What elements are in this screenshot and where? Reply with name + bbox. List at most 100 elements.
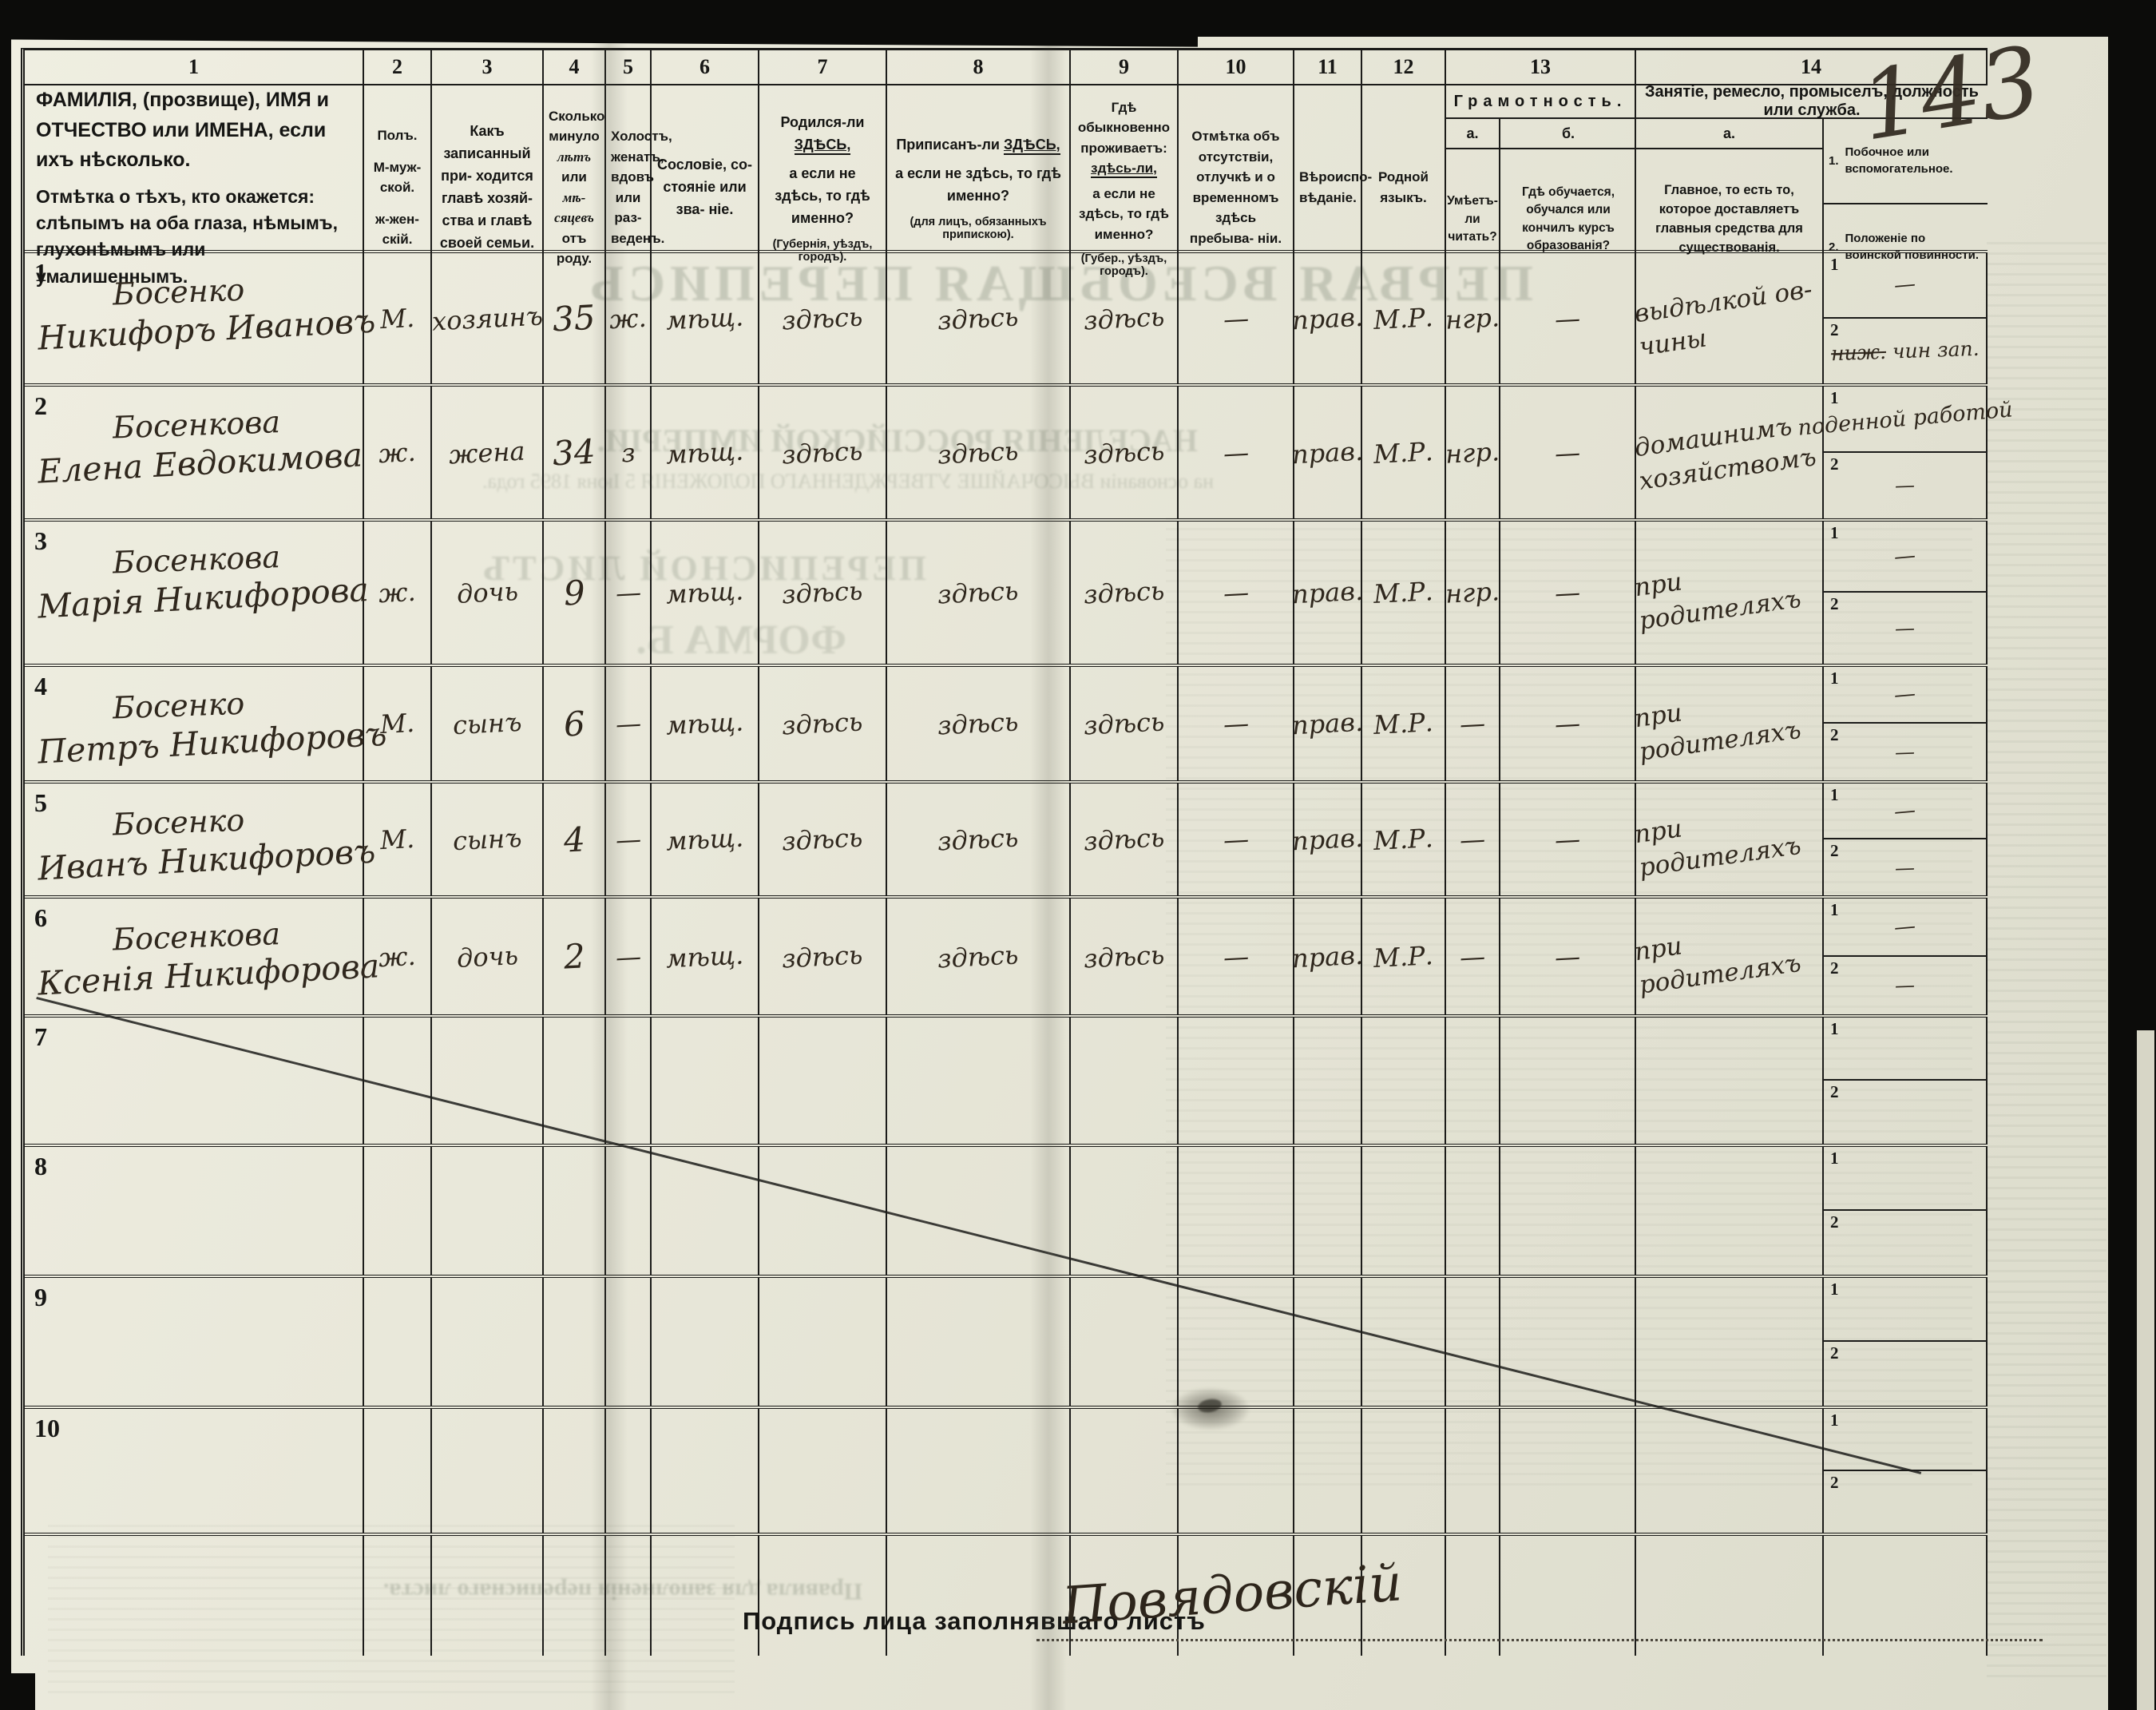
occupation-cell: домашнимъ хозяйствомъ	[1633, 387, 1824, 518]
side-occupation-subcell: 1 —	[1824, 784, 1986, 839]
residence-cell	[1071, 1018, 1179, 1144]
estate-cell: мѣщ.	[652, 387, 759, 518]
table-row: 5 Босенко Иванъ Никифоровъ М. сынъ 4 — м…	[25, 784, 1988, 899]
subrow-2-label: 2	[1830, 1082, 1839, 1101]
table-row: 10 1 2	[25, 1409, 1988, 1536]
side-occupation-subcell: 1	[1824, 1409, 1986, 1471]
subrow-2-label: 2	[1830, 725, 1839, 744]
sex-cell: ж.	[364, 387, 432, 518]
col-num-3: 3	[432, 50, 544, 84]
side-occupation-subcell: 1 —	[1824, 667, 1986, 724]
residence-value: здѣсь	[1082, 822, 1166, 857]
literacy-cell: нгр.	[1445, 522, 1500, 664]
sex-cell: ж.	[364, 899, 432, 1014]
sex-cell: ж.	[364, 522, 432, 664]
age-cell: 2	[544, 899, 606, 1014]
row-number: 4	[34, 672, 47, 700]
relation-cell: хозяинъ	[431, 253, 544, 383]
name-cell: 5 Босенко Иванъ Никифоровъ	[25, 784, 376, 895]
relation-cell	[432, 1409, 544, 1533]
literacy-cell: —	[1446, 784, 1500, 895]
table-row: 2 Босенкова Елена Евдокимова ж. жена 34 …	[25, 387, 2013, 522]
table-body: 1 Босенко Никифоръ Ивановъ М. хозяинъ 35…	[25, 253, 2013, 1536]
sex-cell: М.	[364, 253, 432, 383]
language-value: М.Р.	[1373, 576, 1434, 609]
residence-cell: здѣсь	[1071, 387, 1179, 518]
religion-cell	[1294, 1018, 1362, 1144]
name-cell: 4 Босенко Петръ Никифоровъ	[25, 667, 387, 780]
occupation-cell: при родителяхъ	[1633, 784, 1824, 895]
occupation-value: при родителяхъ	[1632, 814, 1803, 883]
name-cell: 10	[25, 1409, 364, 1533]
religion-cell: прав.	[1291, 784, 1364, 895]
header-occupation-main: а. Главное, то есть то, которое доставля…	[1636, 119, 1824, 290]
religion-value: прав.	[1291, 301, 1364, 335]
absence-value: —	[1222, 302, 1250, 335]
estate-cell: мѣщ.	[652, 522, 759, 664]
education-cell	[1500, 1409, 1636, 1533]
absence-cell: —	[1179, 522, 1294, 664]
occupation-cell: при родителяхъ	[1633, 667, 1824, 780]
header-literacy-b: б. Гдѣ обучается, обучался или кончилъ к…	[1500, 119, 1636, 290]
residence-cell	[1071, 1147, 1179, 1275]
col-num-8: 8	[887, 50, 1071, 84]
military-value: ниж. чин зап.	[1830, 336, 1980, 365]
paper-fold-center	[1030, 35, 1067, 1710]
subrow-1-label: 1	[1830, 669, 1839, 688]
education-cell: —	[1500, 387, 1636, 518]
sex-cell	[364, 1409, 432, 1533]
birthplace-cell: здѣсь	[759, 253, 887, 383]
subrow-1-label: 1	[1830, 388, 1839, 407]
side-occupation-cell: 1 — 2 ниж. чин зап.	[1824, 253, 1988, 383]
education-value: —	[1554, 940, 1581, 973]
military-subcell: 2 —	[1824, 453, 1986, 519]
birthplace-cell	[759, 1278, 887, 1406]
registration-value: здѣсь	[937, 822, 1020, 857]
absence-cell: —	[1179, 784, 1294, 895]
table-row: 8 1 2	[25, 1147, 1988, 1278]
birthplace-cell	[759, 1409, 887, 1533]
sex-value: М.	[379, 823, 415, 856]
side-occupation-value: —	[1892, 680, 1917, 708]
surname	[113, 1424, 363, 1433]
header-occupation: Занятіе, ремесло, промыселъ, должность и…	[1636, 83, 1988, 290]
literacy-cell: нгр.	[1445, 387, 1500, 518]
literacy-cell	[1446, 1018, 1500, 1144]
age-value: 9	[562, 572, 586, 613]
education-cell: —	[1500, 899, 1636, 1014]
military-subcell: 2	[1824, 1081, 1986, 1144]
side-occupation-subcell: 1 поденной работой	[1797, 387, 2013, 453]
military-value: —	[1894, 473, 1916, 498]
registration-value: здѣсь	[937, 706, 1020, 741]
age-cell	[544, 1147, 606, 1275]
literacy-cell: —	[1446, 899, 1500, 1014]
language-cell: М.Р.	[1362, 899, 1446, 1014]
religion-cell	[1294, 1409, 1362, 1533]
subrow-1-label: 1	[1830, 1149, 1839, 1168]
marital-cell: —	[606, 899, 652, 1014]
header-literacy: Грамотность. а. Умѣетъ- ли читать? б. Гд…	[1446, 85, 1636, 290]
header-literacy-a: а. Умѣетъ- ли читать?	[1446, 119, 1500, 290]
education-value: —	[1554, 577, 1581, 609]
given-names: Никифоръ Ивановъ	[37, 301, 377, 358]
residence-cell: здѣсь	[1071, 784, 1179, 895]
residence-cell: здѣсь	[1071, 667, 1179, 780]
occupation-value: при родителяхъ	[1632, 698, 1803, 767]
religion-cell: прав.	[1291, 253, 1364, 383]
col-num-4: 4	[544, 50, 606, 84]
religion-cell	[1294, 1147, 1362, 1275]
military-subcell: 2	[1824, 1471, 1986, 1533]
surname	[113, 1293, 363, 1302]
registration-cell	[887, 1018, 1071, 1144]
estate-cell: мѣщ.	[652, 899, 759, 1014]
absence-cell: —	[1179, 387, 1294, 518]
table-header: ФАМИЛІЯ, (прозвище), ИМЯ и ОТЧЕСТВО или …	[25, 83, 1988, 290]
estate-cell: мѣщ.	[652, 784, 759, 895]
registration-cell	[887, 1147, 1071, 1275]
relation-value: сынъ	[451, 822, 523, 857]
name-cell: 1 Босенко Никифоръ Ивановъ	[25, 253, 377, 383]
header-name: ФАМИЛІЯ, (прозвище), ИМЯ и ОТЧЕСТВО или …	[25, 85, 364, 290]
age-cell: 34	[544, 387, 606, 518]
name-cell: 2 Босенкова Елена Евдокимова	[25, 387, 364, 518]
age-cell	[544, 1409, 606, 1533]
